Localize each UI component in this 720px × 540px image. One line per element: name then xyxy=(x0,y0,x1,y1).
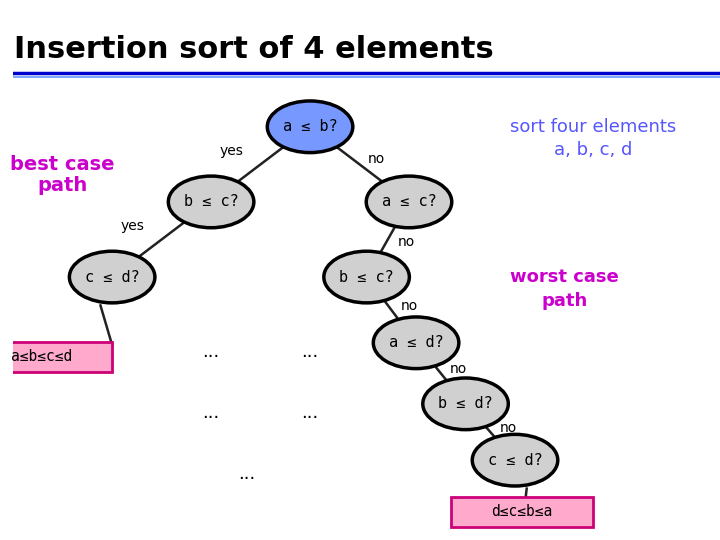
Text: ...: ... xyxy=(202,343,220,361)
Text: c ≤ d?: c ≤ d? xyxy=(487,453,542,468)
Ellipse shape xyxy=(267,101,353,153)
Text: Insertion sort of 4 elements: Insertion sort of 4 elements xyxy=(14,35,494,64)
Text: ...: ... xyxy=(302,343,319,361)
Text: c ≤ d?: c ≤ d? xyxy=(85,269,140,285)
Text: yes: yes xyxy=(220,144,243,158)
Ellipse shape xyxy=(373,317,459,369)
Ellipse shape xyxy=(366,176,451,228)
Ellipse shape xyxy=(69,251,155,303)
Ellipse shape xyxy=(472,434,558,486)
FancyBboxPatch shape xyxy=(0,342,112,372)
Text: path: path xyxy=(541,292,588,309)
Ellipse shape xyxy=(168,176,254,228)
Text: a ≤ c?: a ≤ c? xyxy=(382,194,436,210)
Text: no: no xyxy=(367,152,384,166)
Text: ...: ... xyxy=(302,404,319,422)
FancyBboxPatch shape xyxy=(451,497,593,527)
Text: a, b, c, d: a, b, c, d xyxy=(554,141,632,159)
Text: b ≤ c?: b ≤ c? xyxy=(339,269,394,285)
Text: no: no xyxy=(500,421,517,435)
Text: no: no xyxy=(401,299,418,313)
Text: sort four elements: sort four elements xyxy=(510,118,676,136)
Ellipse shape xyxy=(423,378,508,430)
Text: no: no xyxy=(398,235,415,249)
Text: yes: yes xyxy=(121,219,145,233)
Text: a≤b≤c≤d: a≤b≤c≤d xyxy=(11,349,72,364)
Text: a ≤ b?: a ≤ b? xyxy=(283,119,338,134)
Text: ...: ... xyxy=(238,465,255,483)
Text: b ≤ d?: b ≤ d? xyxy=(438,396,493,411)
Text: path: path xyxy=(37,176,88,195)
Ellipse shape xyxy=(324,251,410,303)
Text: d≤c≤b≤a: d≤c≤b≤a xyxy=(492,504,553,519)
Text: no: no xyxy=(450,362,467,376)
Text: b ≤ c?: b ≤ c? xyxy=(184,194,238,210)
Text: a ≤ d?: a ≤ d? xyxy=(389,335,444,350)
Text: ...: ... xyxy=(202,404,220,422)
Text: worst case: worst case xyxy=(510,268,619,286)
Text: best case: best case xyxy=(10,155,115,174)
